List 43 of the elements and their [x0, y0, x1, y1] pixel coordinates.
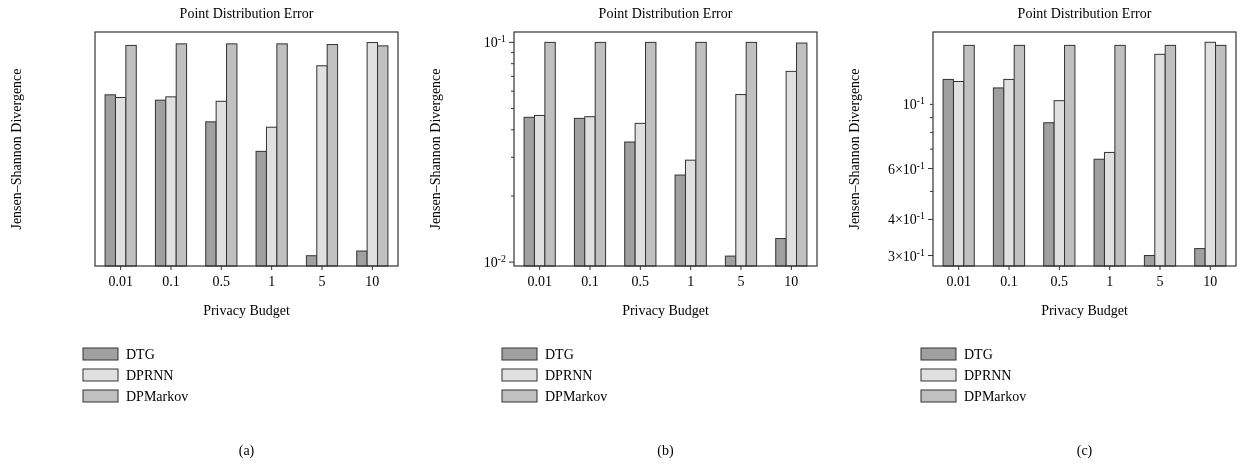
x-tick-label: 1	[687, 274, 695, 289]
y-axis-title: Jensen–Shannon Divergence	[428, 68, 443, 230]
x-tick-label: 5	[737, 274, 745, 289]
x-tick-label: 1	[1106, 274, 1114, 289]
text: (a)	[238, 443, 255, 459]
y-axis-title: Jensen–Shannon Divergence	[847, 68, 862, 230]
x-tick-label: 0.1	[1000, 274, 1018, 289]
x-tick-label: 0.01	[527, 274, 552, 289]
legend-label: DPMarkov	[964, 389, 1027, 404]
x-tick-label: 0.5	[212, 274, 231, 289]
x-tick-label: 10	[784, 274, 799, 289]
text: (c)	[1076, 443, 1093, 459]
legend-label: DPRNN	[964, 368, 1012, 383]
legend-label: DTG	[126, 347, 155, 362]
x-tick-label: 0.5	[1050, 274, 1069, 289]
y-axis-title: Jensen–Shannon Divergence	[9, 68, 24, 230]
x-tick-label: 0.1	[162, 274, 180, 289]
legend-label: DPMarkov	[126, 389, 189, 404]
x-tick-label: 5	[318, 274, 326, 289]
chart-title: Point Distribution Error	[1017, 6, 1152, 21]
x-tick-label: 0.1	[581, 274, 599, 289]
y-tick-label: 6×10$^{-1}$	[887, 159, 926, 177]
chart-title: Point Distribution Error	[179, 6, 314, 21]
x-axis-title: Privacy Budget	[203, 303, 290, 318]
x-tick-label: 0.5	[631, 274, 650, 289]
text: (b)	[657, 443, 674, 459]
x-tick-label: 10	[1203, 274, 1218, 289]
x-axis-title: Privacy Budget	[1041, 303, 1128, 318]
legend-label: DPRNN	[545, 368, 593, 383]
legend-label: DTG	[545, 347, 574, 362]
y-tick-label: 10$^{-2}$	[483, 252, 507, 271]
legend-label: DTG	[964, 347, 993, 362]
legend-label: DPRNN	[126, 368, 174, 383]
x-tick-label: 10	[365, 274, 380, 289]
x-axis-title: Privacy Budget	[622, 303, 709, 318]
x-tick-label: 0.01	[946, 274, 971, 289]
legend-label: DPMarkov	[545, 389, 608, 404]
y-tick-label: 3×10$^{-1}$	[887, 246, 926, 264]
y-tick-label: 4×10$^{-1}$	[887, 209, 926, 228]
x-tick-label: 0.01	[108, 274, 133, 289]
x-tick-label: 5	[1156, 274, 1164, 289]
x-tick-label: 1	[268, 274, 276, 289]
chart-title: Point Distribution Error	[598, 6, 733, 21]
